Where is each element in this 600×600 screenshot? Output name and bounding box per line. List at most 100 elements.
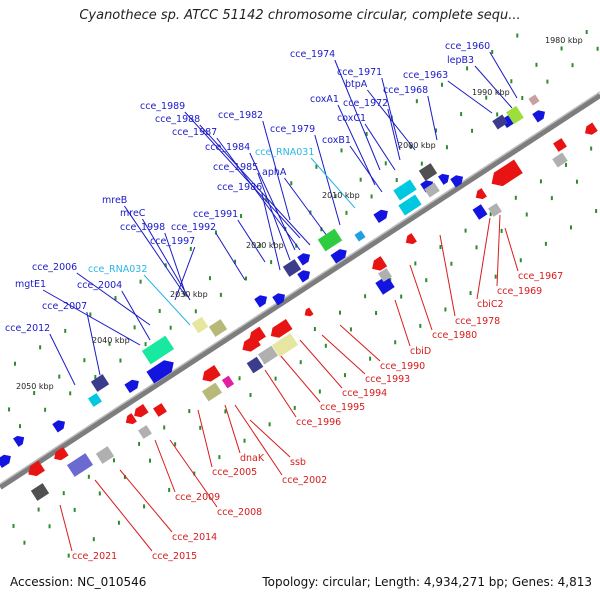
gene-label[interactable]: cce_2012 <box>5 323 50 334</box>
gene-arrow[interactable] <box>254 293 270 308</box>
gene-feature[interactable] <box>424 182 440 198</box>
gene-feature[interactable] <box>375 275 395 295</box>
gene-label[interactable]: cbiC2 <box>477 299 504 310</box>
gene-feature[interactable] <box>51 446 69 463</box>
gene-box[interactable] <box>221 375 235 389</box>
gene-feature[interactable] <box>532 108 548 123</box>
gene-label[interactable]: cce_1998 <box>120 222 165 233</box>
gene-feature[interactable] <box>378 268 392 282</box>
gene-labels[interactable]: cce_1960 lepB3 cce_1963 cce_1968 cce_1974cce… <box>5 41 563 562</box>
gene-feature[interactable] <box>88 393 102 407</box>
gene-label[interactable]: cce_1969 <box>497 286 542 297</box>
gene-box[interactable] <box>488 203 502 217</box>
gene-arrow[interactable] <box>146 356 177 384</box>
gene-feature[interactable] <box>138 425 152 439</box>
gene-arrow[interactable] <box>131 403 149 420</box>
gene-arrow[interactable] <box>123 413 137 427</box>
gene-label[interactable]: cce_1989 <box>140 101 185 112</box>
gene-feature[interactable] <box>403 233 417 247</box>
gene-label[interactable]: cce_1997 <box>150 236 195 247</box>
gene-arrow[interactable] <box>487 159 523 191</box>
gene-feature[interactable] <box>271 333 299 357</box>
gene-label[interactable]: mreB <box>102 195 127 206</box>
gene-feature[interactable] <box>398 194 422 216</box>
gene-feature[interactable] <box>582 122 598 138</box>
gene-feature[interactable] <box>282 259 302 277</box>
gene-feature[interactable] <box>146 356 177 384</box>
gene-feature[interactable] <box>330 246 350 264</box>
gene-feature[interactable] <box>90 374 110 392</box>
gene-feature[interactable] <box>492 114 508 130</box>
gene-label[interactable]: cce_1971 <box>337 67 382 78</box>
gene-arrow[interactable] <box>373 207 390 224</box>
gene-feature[interactable] <box>199 365 221 385</box>
gene-label[interactable]: cce_1982 <box>218 110 263 121</box>
gene-feature[interactable] <box>124 377 141 394</box>
gene-label[interactable]: cce_1979 <box>270 124 315 135</box>
gene-box[interactable] <box>317 228 343 252</box>
gene-box[interactable] <box>378 268 392 282</box>
gene-label[interactable]: cce_1974 <box>290 49 335 60</box>
gene-box[interactable] <box>552 152 568 168</box>
gene-arrow[interactable] <box>473 188 487 202</box>
gene-feature[interactable] <box>13 433 27 447</box>
gene-label[interactable]: cce_1960 <box>445 41 490 52</box>
gene-label[interactable]: cce_1980 <box>432 330 477 341</box>
gene-label[interactable]: coxB1 <box>322 135 351 146</box>
gene-label[interactable]: cce_2014 <box>172 532 217 543</box>
gene-feature[interactable] <box>553 138 567 152</box>
gene-feature[interactable] <box>268 318 293 341</box>
gene-label[interactable]: cce_2008 <box>217 507 262 518</box>
genome-map[interactable]: 1980 kbp 1990 kbp 2000 kbp 2010 kbp 2020 kbp… <box>0 0 600 570</box>
gene-feature[interactable] <box>369 256 388 274</box>
gene-box[interactable] <box>258 345 278 365</box>
gene-label[interactable]: cce_1995 <box>320 402 365 413</box>
gene-box[interactable] <box>354 230 366 242</box>
gene-box[interactable] <box>492 114 508 130</box>
gene-arrow[interactable] <box>297 251 313 266</box>
gene-feature[interactable] <box>438 171 452 185</box>
gene-box[interactable] <box>424 182 440 198</box>
gene-label[interactable]: cce_1968 <box>383 85 428 96</box>
gene-feature[interactable] <box>0 452 14 469</box>
gene-label[interactable]: cce_1991 <box>193 209 238 220</box>
gene-feature[interactable] <box>239 335 261 355</box>
gene-feature[interactable] <box>302 307 314 318</box>
gene-label[interactable]: cce_RNA032 <box>88 264 147 275</box>
gene-box[interactable] <box>375 275 395 295</box>
gene-label[interactable]: cbiD <box>410 346 431 357</box>
gene-feature[interactable] <box>66 453 94 477</box>
gene-box[interactable] <box>418 163 438 181</box>
gene-arrow[interactable] <box>13 433 27 447</box>
gene-label[interactable]: cce_2009 <box>175 492 220 503</box>
gene-feature[interactable] <box>354 230 366 242</box>
gene-box[interactable] <box>553 138 567 152</box>
gene-label[interactable]: cce_2006 <box>32 262 77 273</box>
gene-label[interactable]: aphA <box>262 167 287 178</box>
gene-arrow[interactable] <box>124 377 141 394</box>
gene-box[interactable] <box>202 382 222 402</box>
gene-arrow[interactable] <box>0 452 14 469</box>
gene-feature[interactable] <box>258 345 278 365</box>
gene-label[interactable]: cce_1985 <box>213 162 258 173</box>
gene-label[interactable]: cce_1993 <box>365 374 410 385</box>
gene-label[interactable]: cce_1992 <box>171 222 216 233</box>
gene-label[interactable]: cce_1967 <box>518 271 563 282</box>
gene-arrow[interactable] <box>403 233 417 247</box>
gene-box[interactable] <box>393 179 417 201</box>
gene-feature[interactable] <box>30 483 50 501</box>
gene-label[interactable]: cce_2007 <box>42 301 87 312</box>
gene-feature[interactable] <box>131 403 149 420</box>
gene-feature[interactable] <box>297 251 313 266</box>
gene-feature[interactable] <box>141 335 175 365</box>
gene-label[interactable]: cce_1988 <box>155 114 200 125</box>
gene-label[interactable]: cce_2015 <box>152 551 197 562</box>
gene-feature[interactable] <box>472 204 488 220</box>
gene-label[interactable]: cce_2002 <box>282 475 327 486</box>
gene-feature[interactable] <box>552 152 568 168</box>
gene-label[interactable]: cce_1978 <box>455 316 500 327</box>
gene-arrow[interactable] <box>297 268 313 283</box>
gene-arrow[interactable] <box>438 171 452 185</box>
gene-box[interactable] <box>191 316 209 334</box>
gene-feature[interactable] <box>488 203 502 217</box>
